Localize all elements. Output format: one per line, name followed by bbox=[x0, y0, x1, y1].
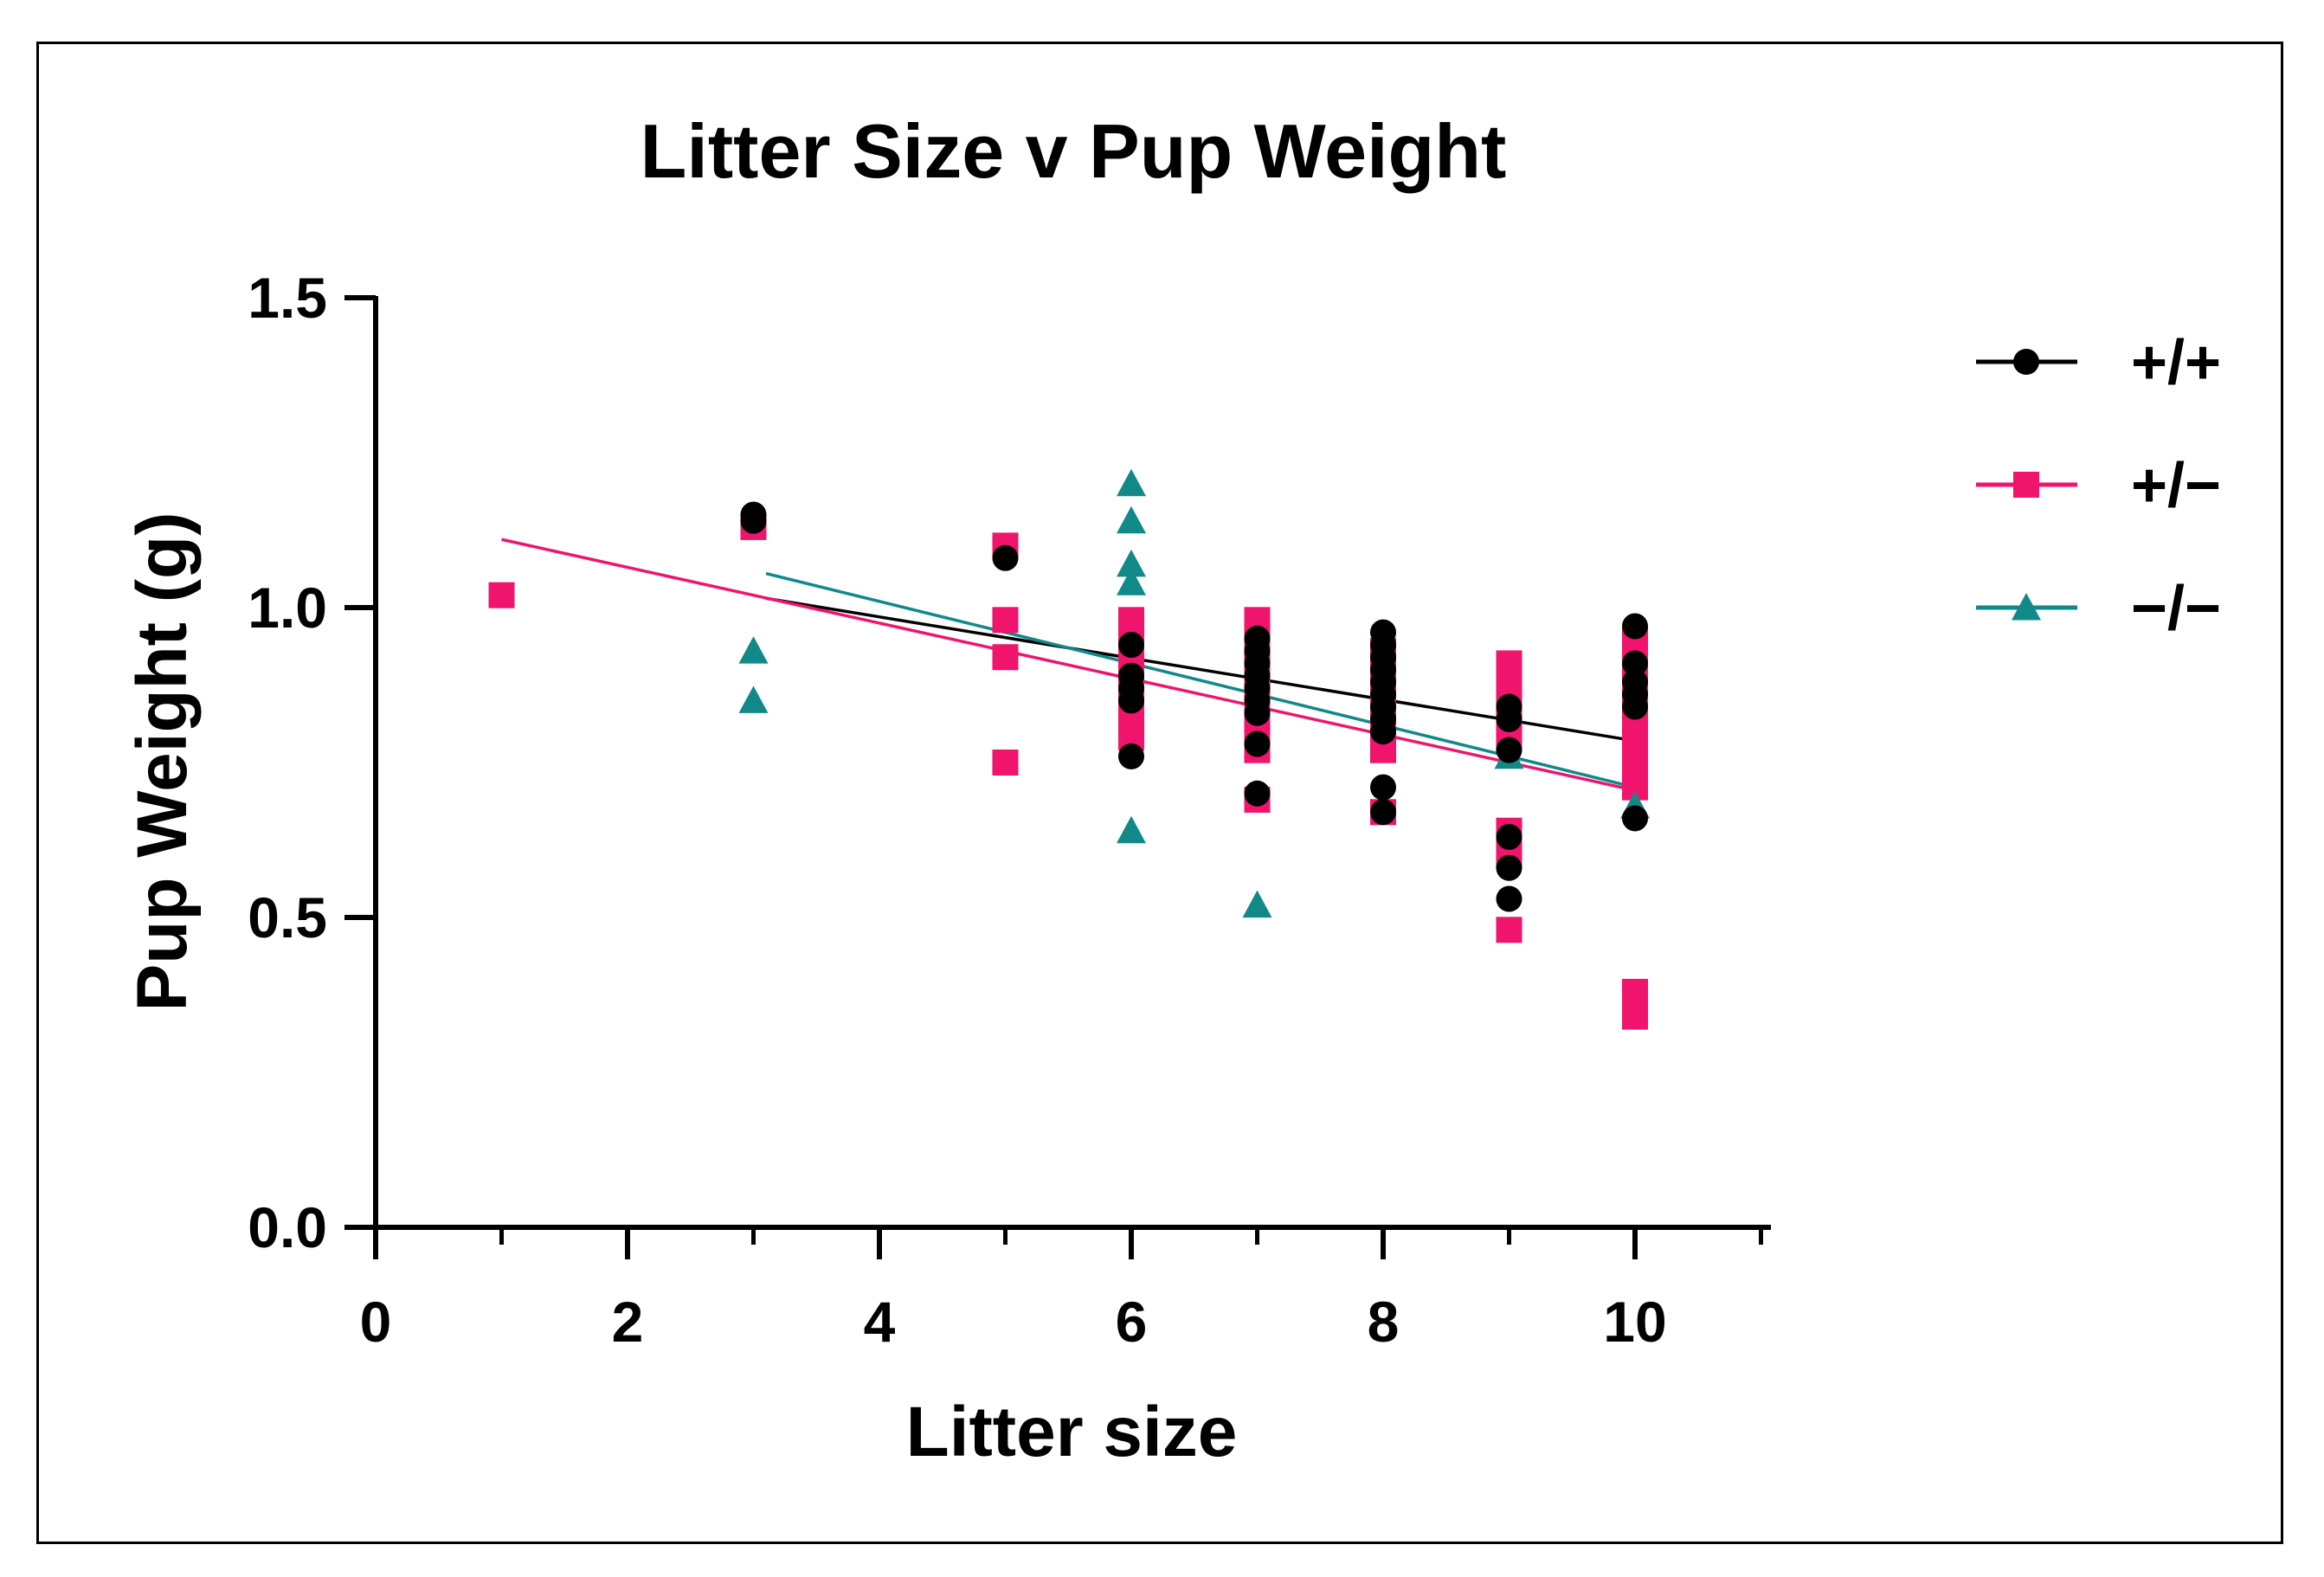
x-tick-label: 4 bbox=[864, 1290, 896, 1354]
data-point bbox=[1244, 699, 1271, 726]
trend-line bbox=[765, 596, 1636, 743]
legend-marker bbox=[2013, 349, 2039, 375]
data-point bbox=[1118, 743, 1144, 769]
x-axis-ticks: 0 2 4 6 8 10 bbox=[360, 1227, 1763, 1354]
data-point bbox=[1117, 468, 1146, 497]
legend-marker bbox=[2013, 472, 2039, 498]
legend-marker bbox=[2012, 593, 2041, 621]
data-point bbox=[992, 750, 1019, 776]
data-point bbox=[1117, 505, 1146, 534]
data-point bbox=[1496, 917, 1523, 943]
data-point bbox=[740, 507, 767, 534]
legend: +/+ +/− −/− bbox=[1976, 328, 2221, 643]
data-point bbox=[1622, 1003, 1648, 1030]
data-point bbox=[992, 544, 1019, 571]
data-point bbox=[1622, 650, 1648, 677]
data-point bbox=[1496, 705, 1523, 732]
data-point bbox=[1118, 687, 1144, 714]
data-point bbox=[1118, 631, 1144, 658]
data-point bbox=[1117, 549, 1146, 577]
y-tick-label: 1.5 bbox=[248, 266, 327, 330]
y-tick-label: 1.0 bbox=[248, 576, 327, 640]
legend-label: +/+ bbox=[2131, 328, 2221, 397]
data-point bbox=[1370, 774, 1396, 801]
x-tick-label: 10 bbox=[1603, 1290, 1666, 1354]
x-tick-label: 2 bbox=[612, 1290, 644, 1354]
y-tick-label: 0.0 bbox=[248, 1195, 327, 1259]
data-point bbox=[738, 636, 769, 664]
data-point bbox=[992, 644, 1019, 671]
trend-lines bbox=[501, 537, 1636, 792]
data-point bbox=[1244, 780, 1271, 807]
x-tick-label: 0 bbox=[360, 1290, 392, 1354]
trend-line bbox=[765, 571, 1636, 789]
data-point bbox=[1622, 613, 1648, 640]
trend-line bbox=[501, 537, 1636, 792]
data-point bbox=[1117, 815, 1146, 844]
legend-label: −/− bbox=[2131, 574, 2221, 643]
data-point bbox=[1370, 799, 1396, 826]
x-axis-label: Litter size bbox=[906, 1393, 1238, 1471]
legend-label: +/− bbox=[2131, 451, 2221, 520]
data-point bbox=[488, 582, 515, 608]
y-axis-label: Pup Weight (g) bbox=[123, 512, 202, 1012]
data-point bbox=[1496, 737, 1523, 763]
data-point bbox=[738, 686, 769, 713]
data-points bbox=[488, 468, 1650, 1030]
data-point bbox=[1496, 823, 1523, 850]
data-point bbox=[1370, 718, 1396, 745]
x-tick-label: 6 bbox=[1116, 1290, 1148, 1354]
data-point bbox=[1117, 568, 1146, 595]
x-tick-label: 8 bbox=[1368, 1290, 1400, 1354]
data-point bbox=[1242, 890, 1272, 918]
data-point bbox=[1622, 805, 1648, 832]
data-point bbox=[1496, 885, 1523, 912]
chart-title: Litter Size v Pup Weight bbox=[641, 108, 1507, 194]
data-point bbox=[992, 607, 1019, 634]
data-point bbox=[1622, 693, 1648, 720]
data-point bbox=[1496, 854, 1523, 881]
data-point bbox=[1244, 731, 1271, 757]
figure-frame bbox=[36, 42, 2283, 1544]
y-tick-label: 0.5 bbox=[248, 885, 327, 949]
y-axis-ticks: 0.0 0.5 1.0 1.5 bbox=[248, 266, 376, 1259]
